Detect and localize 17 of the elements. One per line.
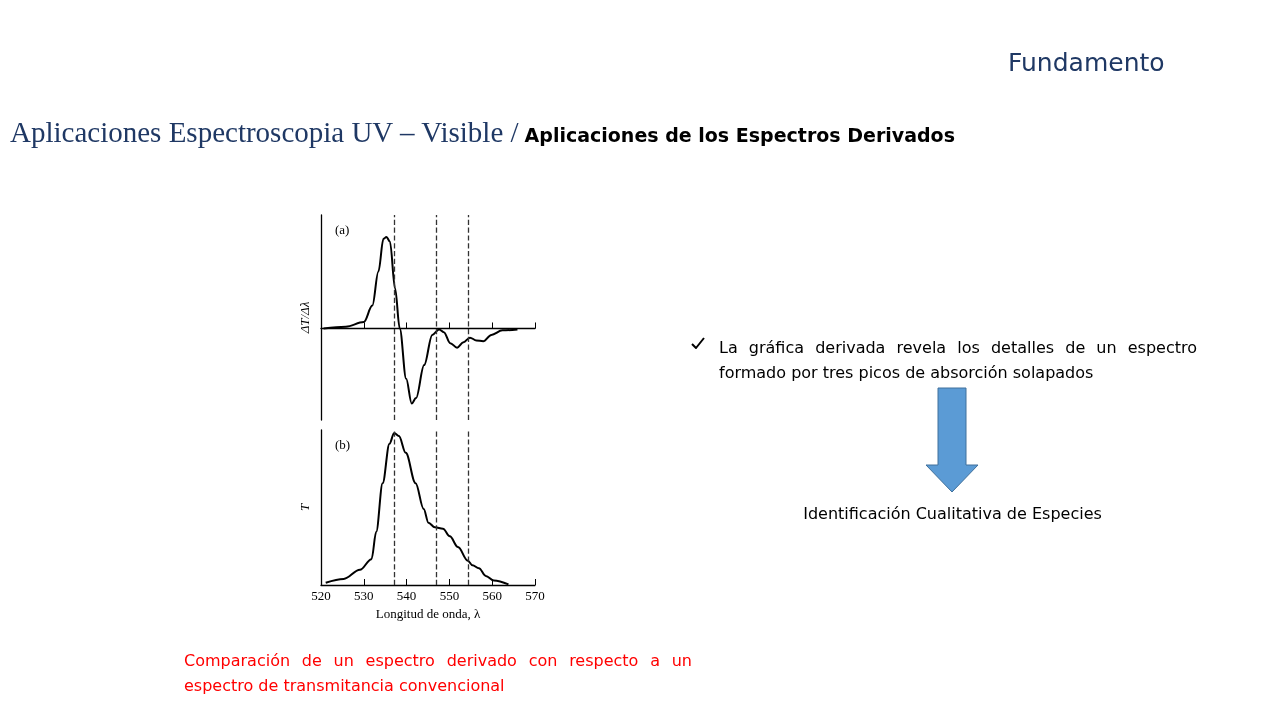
- x-tick-label: 530: [354, 588, 374, 603]
- chart-title: Aplicaciones Espectroscopia UV – Visible /: [10, 116, 519, 148]
- x-tick-label: 540: [396, 588, 417, 603]
- x-tick-label: 550: [439, 588, 460, 603]
- text: Comparación de un espectro derivado con respecto a un espectro de transmitancia convencional: [184, 650, 692, 697]
- text: Fundamento: [1008, 48, 1165, 77]
- annotation: (a): [335, 222, 350, 237]
- y-axis-title: ΔT/Δλ: [297, 301, 312, 335]
- text: Identificación Cualitativa de Especies: [802, 504, 1103, 523]
- text: Aplicaciones de los Espectros Derivados: [524, 124, 955, 146]
- x-tick-label: 560: [482, 588, 502, 603]
- annotation: (b): [335, 437, 351, 452]
- x-tick-label: 570: [525, 588, 545, 603]
- x-tick-label: 520: [311, 588, 331, 603]
- y-axis-title: T: [297, 503, 312, 512]
- text: La gráfica derivada revela los detalles de un espectro formado por tres picos de absorción solapados: [719, 337, 1197, 384]
- x-axis-title: Longitud de onda, λ: [375, 606, 481, 621]
